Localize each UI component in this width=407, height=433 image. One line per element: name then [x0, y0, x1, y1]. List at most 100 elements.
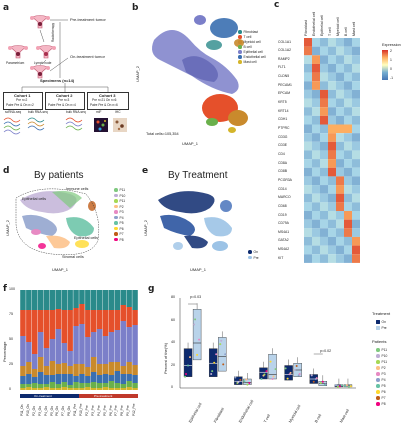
data-point: [260, 378, 263, 380]
heatmap-row-label: KIT: [278, 255, 284, 260]
x-tick-label: P8_On: [67, 406, 72, 416]
bar-segment: [32, 290, 38, 310]
bar-segment: [37, 357, 44, 372]
heatmap-cell: [352, 202, 360, 211]
method-label: mIF: [96, 110, 102, 114]
heatmap-cell: [336, 89, 344, 99]
heatmap-cell: [352, 193, 360, 203]
flow-arrows: [39, 19, 69, 78]
data-point: [265, 370, 268, 373]
legend-label: P6: [119, 226, 124, 231]
heatmap-cell: [352, 115, 360, 125]
heatmap-cell: [328, 72, 336, 82]
heatmap-row-label: MS4A1: [278, 229, 290, 234]
bar-segment: [49, 382, 56, 388]
legend-label: P10: [381, 354, 388, 358]
heatmap-cell: [320, 46, 328, 56]
heatmap-cell: [352, 176, 360, 186]
heatmap-cell: [344, 107, 352, 116]
legend-item: Myeloid cell: [238, 40, 261, 44]
stacked-bar-chart: [20, 290, 138, 390]
heatmap-row-label: CD8B: [278, 169, 288, 174]
method-label: bulk RNA-seq: [66, 110, 86, 114]
heatmap-cell: [352, 211, 360, 220]
data-point: [315, 377, 318, 380]
bar-segment: [37, 372, 44, 384]
legend-item: Mast cell: [238, 60, 257, 64]
data-point: [246, 383, 249, 386]
legend-item: T cell: [238, 35, 251, 39]
bar-segment: [114, 383, 121, 388]
panel-a: a Pre-treatment tumor On-treatment tumor…: [0, 0, 130, 150]
heatmap-row-label: PECAM1: [278, 82, 292, 87]
heatmap-cell: [312, 185, 320, 194]
bar-segment: [96, 364, 103, 375]
heatmap-cell: [344, 124, 352, 134]
bar-segment: [132, 388, 138, 390]
heatmap-cell: [312, 38, 320, 47]
umap-b-xlabel: UMAP_1: [182, 141, 199, 146]
data-point: [293, 369, 296, 371]
heatmap-cell: [336, 219, 344, 229]
bar-segment: [67, 310, 73, 351]
heatmap-cell: [336, 81, 344, 90]
heatmap-row-label: COL1A1: [278, 39, 292, 44]
heatmap-cell: [336, 63, 344, 73]
heatmap-cell: [328, 254, 336, 263]
x-tick-label: P7_Pre: [114, 405, 119, 416]
heatmap-cell: [320, 219, 328, 229]
heatmap-cell: [344, 38, 352, 47]
heatmap-cell: [352, 245, 360, 255]
legend-label: Mast cell: [243, 60, 257, 64]
panel-letter-f: f: [3, 284, 7, 294]
bar-segment: [55, 364, 62, 374]
heatmap-row-label: RAMP2: [278, 56, 290, 61]
bar-segment: [55, 309, 62, 329]
heatmap-cell: [344, 228, 352, 237]
method-illustrations: [3, 117, 127, 135]
bar-segment: [120, 290, 126, 305]
heatmap-cell: [336, 202, 344, 211]
bar-segment: [91, 382, 97, 388]
heatmap-cell: [344, 202, 352, 211]
heatmap-cell: [312, 89, 320, 99]
heatmap-cell: [344, 141, 352, 151]
heatmap-row-label: PTPRC: [278, 126, 290, 130]
heatmap-cell: [304, 107, 312, 116]
legend-swatch: [238, 35, 242, 39]
heatmap-cell: [352, 89, 360, 99]
data-point: [295, 364, 298, 367]
heatmap-cell: [304, 150, 312, 160]
data-point: [224, 353, 227, 356]
heatmap-cell: [312, 254, 320, 263]
panel-c: c Fibroblast Endothelial cell Epithelial c…: [274, 0, 407, 275]
heatmap-cell: [336, 38, 344, 47]
legend-label: Epithelial cell: [243, 50, 263, 54]
heatmap-cell: [320, 211, 328, 220]
bar-segment: [32, 369, 38, 377]
bar-segment: [108, 362, 115, 375]
heatmap-cell: [352, 98, 360, 108]
heatmap-legend-bar: [382, 50, 388, 80]
method-label: scRNA-seq: [5, 110, 22, 114]
heatmap-cell: [336, 245, 344, 255]
umap-d-annotation: Stromal cells: [62, 255, 84, 259]
heatmap-cell: [336, 141, 344, 151]
heatmap-cell: [352, 38, 360, 47]
heatmap-row-label: CDH1: [278, 117, 288, 122]
bar-segment: [120, 388, 126, 390]
heatmap-cell: [328, 107, 336, 116]
panel-letter-b: b: [132, 3, 139, 13]
heatmap-cell: [336, 228, 344, 237]
heatmap-cell: [312, 115, 320, 125]
bar-segment: [43, 366, 50, 375]
data-point: [213, 361, 216, 364]
heatmap-cell: [304, 63, 312, 73]
heatmap-cell: [320, 141, 328, 151]
data-point: [343, 384, 346, 387]
bar-segment: [114, 362, 121, 371]
bar-segment: [91, 357, 97, 372]
legend-item: P8: [114, 238, 124, 242]
bar-segment: [91, 290, 97, 310]
heatmap-cell: [344, 236, 352, 246]
